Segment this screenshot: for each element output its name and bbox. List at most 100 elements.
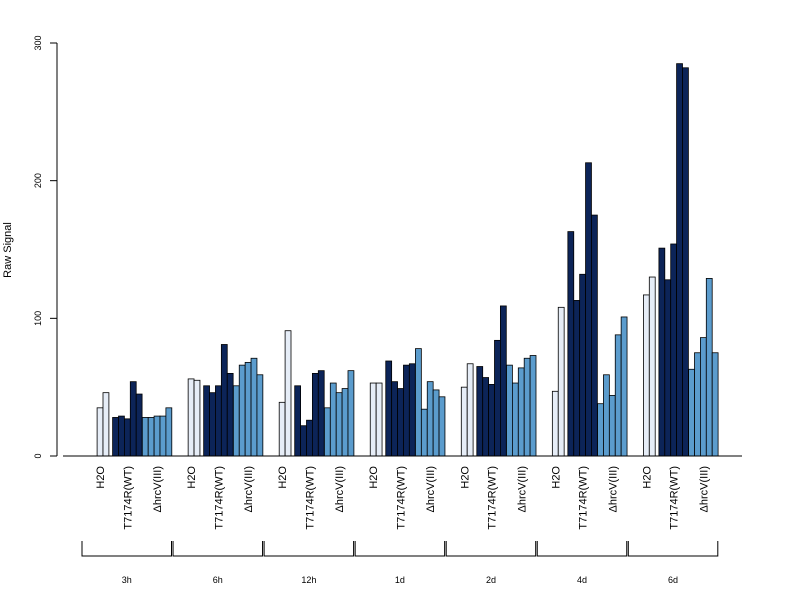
subgroup-label: H2O [277,466,289,489]
bar [597,403,604,457]
subgroup-label: H2O [368,466,380,489]
subgroup-label: H2O [186,466,198,489]
group-label: 4d [577,575,587,585]
bar [614,334,622,457]
subgroup-label: ΔhrcV(III) [334,466,346,512]
bar [300,425,307,457]
bar [579,273,586,457]
bar [284,330,292,457]
bar [608,395,616,457]
bar [488,384,495,457]
group-bracket [263,541,355,557]
bar [335,392,343,457]
bar-layer [96,63,719,457]
bar [670,243,678,457]
bar [499,305,507,457]
subgroup-label: H2O [550,466,562,489]
bar [147,417,155,457]
bar [118,415,125,457]
bar [215,385,222,457]
bar [591,214,598,457]
bar [323,407,331,457]
y-tick-label: 0 [33,453,43,458]
bar [557,306,565,457]
subgroup-label: ΔhrcV(III) [243,466,255,512]
bar [112,417,119,457]
bar [153,415,161,457]
group-label: 6d [668,575,678,585]
group-bracket [81,541,172,557]
subgroup-label: H2O [459,466,471,489]
group-label: 3h [122,575,132,585]
subgroup-label: ΔhrcV(III) [516,466,528,512]
subgroup-label: ΔhrcV(III) [152,466,164,512]
bar [244,361,252,457]
group-label: 12h [301,575,316,585]
bar [705,278,713,457]
subgroup-label: T7174R(WT) [304,466,316,530]
bar [688,368,695,457]
bar [209,392,216,457]
bar [603,374,610,457]
y-tick-label: 300 [33,35,43,50]
bar [306,419,313,457]
bar [648,276,656,457]
bar [278,401,286,457]
bar [466,363,474,457]
subgroup-label: T7174R(WT) [122,466,134,530]
bar [476,366,484,457]
bar [517,367,525,457]
bar [385,360,393,457]
group-label: 2d [486,575,496,585]
subgroup-label: ΔhrcV(III) [425,466,437,512]
bar [238,364,246,457]
y-axis-label: Raw Signal [2,222,14,278]
bar [159,415,167,457]
bar [347,370,355,457]
bar [329,382,337,457]
subgroup-label: T7174R(WT) [487,466,499,530]
bar [124,418,131,457]
bar [494,339,501,457]
time-brackets: 3h 6h 12h 1d 2d 4d 6d [81,541,719,585]
subgroup-label: T7174R(WT) [578,466,590,530]
subgroup-labels: H2O T7174R(WT) ΔhrcV(III) H2O T7174R(WT) Δhrc… [95,466,710,530]
bar [420,408,428,457]
bar [311,372,319,457]
subgroup-label: T7174R(WT) [396,466,408,530]
subgroup-label: T7174R(WT) [669,466,681,530]
bar [643,294,650,457]
bar [567,231,575,457]
y-tick-label: 100 [33,311,43,326]
subgroup-label: T7174R(WT) [213,466,225,530]
bar [193,379,201,457]
bar [220,344,228,457]
bar [369,382,377,457]
bar [294,385,302,457]
subgroup-label: ΔhrcV(III) [698,466,710,512]
bar [551,390,559,457]
bar [482,377,490,457]
bar [694,352,701,457]
bar [408,363,416,457]
y-axis: 0 100 200 300 [33,35,58,459]
bar [250,357,258,457]
subgroup-label: H2O [95,466,107,489]
bar [203,385,210,457]
bar [682,67,689,457]
group-bracket [627,541,719,557]
bar [256,374,264,457]
bar [573,300,581,457]
bar [529,355,537,457]
bar [397,388,404,457]
bar [129,381,137,457]
group-label: 1d [395,575,405,585]
bar [585,162,592,457]
bar [391,381,398,457]
bar [317,370,325,457]
bar [232,385,240,457]
bar [102,392,110,457]
bar [523,357,531,457]
group-label: 6h [213,575,223,585]
